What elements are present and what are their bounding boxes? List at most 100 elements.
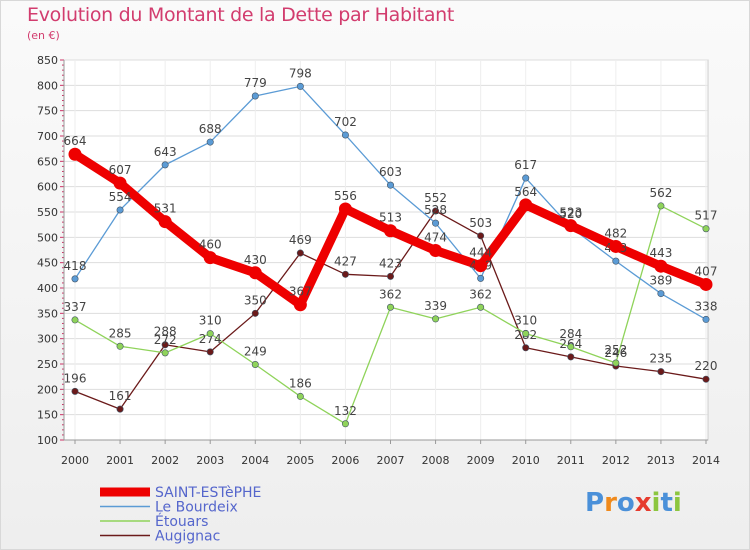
- data-label: 798: [289, 66, 312, 80]
- data-label: 285: [109, 326, 132, 340]
- data-label: 427: [334, 254, 357, 268]
- y-tick-label: 100: [37, 434, 58, 447]
- data-point: [609, 239, 623, 253]
- data-point: [477, 232, 485, 240]
- data-label: 252: [604, 343, 627, 357]
- data-label: 310: [514, 314, 537, 328]
- data-point: [386, 303, 394, 311]
- logo-letter: x: [634, 488, 652, 518]
- data-point: [113, 176, 127, 190]
- data-point: [293, 298, 307, 312]
- data-label: 617: [514, 158, 537, 172]
- data-point: [341, 131, 349, 139]
- data-point: [341, 270, 349, 278]
- y-tick-label: 400: [37, 282, 58, 295]
- data-label: 664: [64, 134, 87, 148]
- data-point: [522, 330, 530, 338]
- data-label: 564: [514, 185, 537, 199]
- x-tick-label: 2000: [61, 454, 89, 467]
- data-point: [522, 174, 530, 182]
- data-label: 552: [424, 191, 447, 205]
- data-label: 460: [199, 238, 222, 252]
- data-point: [519, 198, 533, 212]
- data-point: [432, 207, 440, 215]
- x-tick-label: 2014: [692, 454, 720, 467]
- data-point: [203, 251, 217, 265]
- x-tick-label: 2012: [602, 454, 630, 467]
- x-tick-label: 2008: [422, 454, 450, 467]
- data-point: [612, 359, 620, 367]
- data-point: [657, 290, 665, 298]
- logo-letter: r: [604, 488, 617, 518]
- data-point: [116, 342, 124, 350]
- x-tick-label: 2009: [467, 454, 495, 467]
- data-label: 517: [695, 209, 718, 223]
- legend-label: SAINT-ESTèPHE: [155, 485, 261, 501]
- data-label: 350: [244, 293, 267, 307]
- y-tick-label: 200: [37, 383, 58, 396]
- y-tick-label: 550: [37, 206, 58, 219]
- y-tick-label: 300: [37, 333, 58, 346]
- chart-title: Evolution du Montant de la Dette par Hab…: [27, 4, 455, 26]
- data-point: [522, 344, 530, 352]
- x-tick-label: 2007: [377, 454, 405, 467]
- y-tick-label: 650: [37, 155, 58, 168]
- data-point: [474, 259, 488, 273]
- data-point: [206, 330, 214, 338]
- data-label: 444: [469, 246, 492, 260]
- data-label: 186: [289, 376, 312, 390]
- data-label: 603: [379, 165, 402, 179]
- data-label: 523: [559, 206, 582, 220]
- data-label: 423: [379, 256, 402, 270]
- logo-letter: o: [616, 488, 635, 518]
- chart-unit: (en €): [27, 29, 60, 42]
- data-point: [699, 277, 713, 291]
- data-point: [432, 219, 440, 227]
- data-point: [161, 161, 169, 169]
- data-point: [71, 387, 79, 395]
- data-point: [71, 275, 79, 283]
- data-label: 482: [604, 226, 627, 240]
- data-point: [206, 348, 214, 356]
- data-point: [432, 315, 440, 323]
- data-point: [206, 138, 214, 146]
- y-tick-label: 500: [37, 231, 58, 244]
- y-tick-label: 600: [37, 181, 58, 194]
- data-label: 337: [64, 300, 87, 314]
- proxiti-logo: Proxiti: [585, 488, 682, 518]
- data-label: 779: [244, 76, 267, 90]
- data-label: 520: [559, 207, 582, 221]
- data-label: 196: [64, 371, 87, 385]
- legend-label: Augignac: [155, 529, 220, 545]
- data-label: 528: [424, 203, 447, 217]
- logo-letter: P: [585, 488, 605, 518]
- y-tick-label: 850: [37, 54, 58, 67]
- data-point: [251, 92, 259, 100]
- logo-letter: i: [651, 488, 661, 518]
- data-point: [564, 219, 578, 233]
- x-tick-label: 2004: [241, 454, 269, 467]
- data-label: 443: [649, 246, 672, 260]
- data-label: 643: [154, 145, 177, 159]
- data-point: [477, 303, 485, 311]
- data-label: 430: [244, 253, 267, 267]
- data-point: [158, 215, 172, 229]
- data-point: [567, 353, 575, 361]
- y-tick-label: 450: [37, 257, 58, 270]
- logo-letter: t: [660, 488, 673, 518]
- data-point: [477, 274, 485, 282]
- data-label: 362: [379, 287, 402, 301]
- data-label: 607: [109, 163, 132, 177]
- y-tick-label: 250: [37, 358, 58, 371]
- data-label: 235: [649, 352, 672, 366]
- data-point: [702, 315, 710, 323]
- data-point: [702, 375, 710, 383]
- data-point: [251, 361, 259, 369]
- legend-label: Étouars: [155, 513, 208, 530]
- data-label: 513: [379, 211, 402, 225]
- data-label: 556: [334, 189, 357, 203]
- data-label: 389: [649, 274, 672, 288]
- data-label: 161: [109, 389, 132, 403]
- data-point: [386, 272, 394, 280]
